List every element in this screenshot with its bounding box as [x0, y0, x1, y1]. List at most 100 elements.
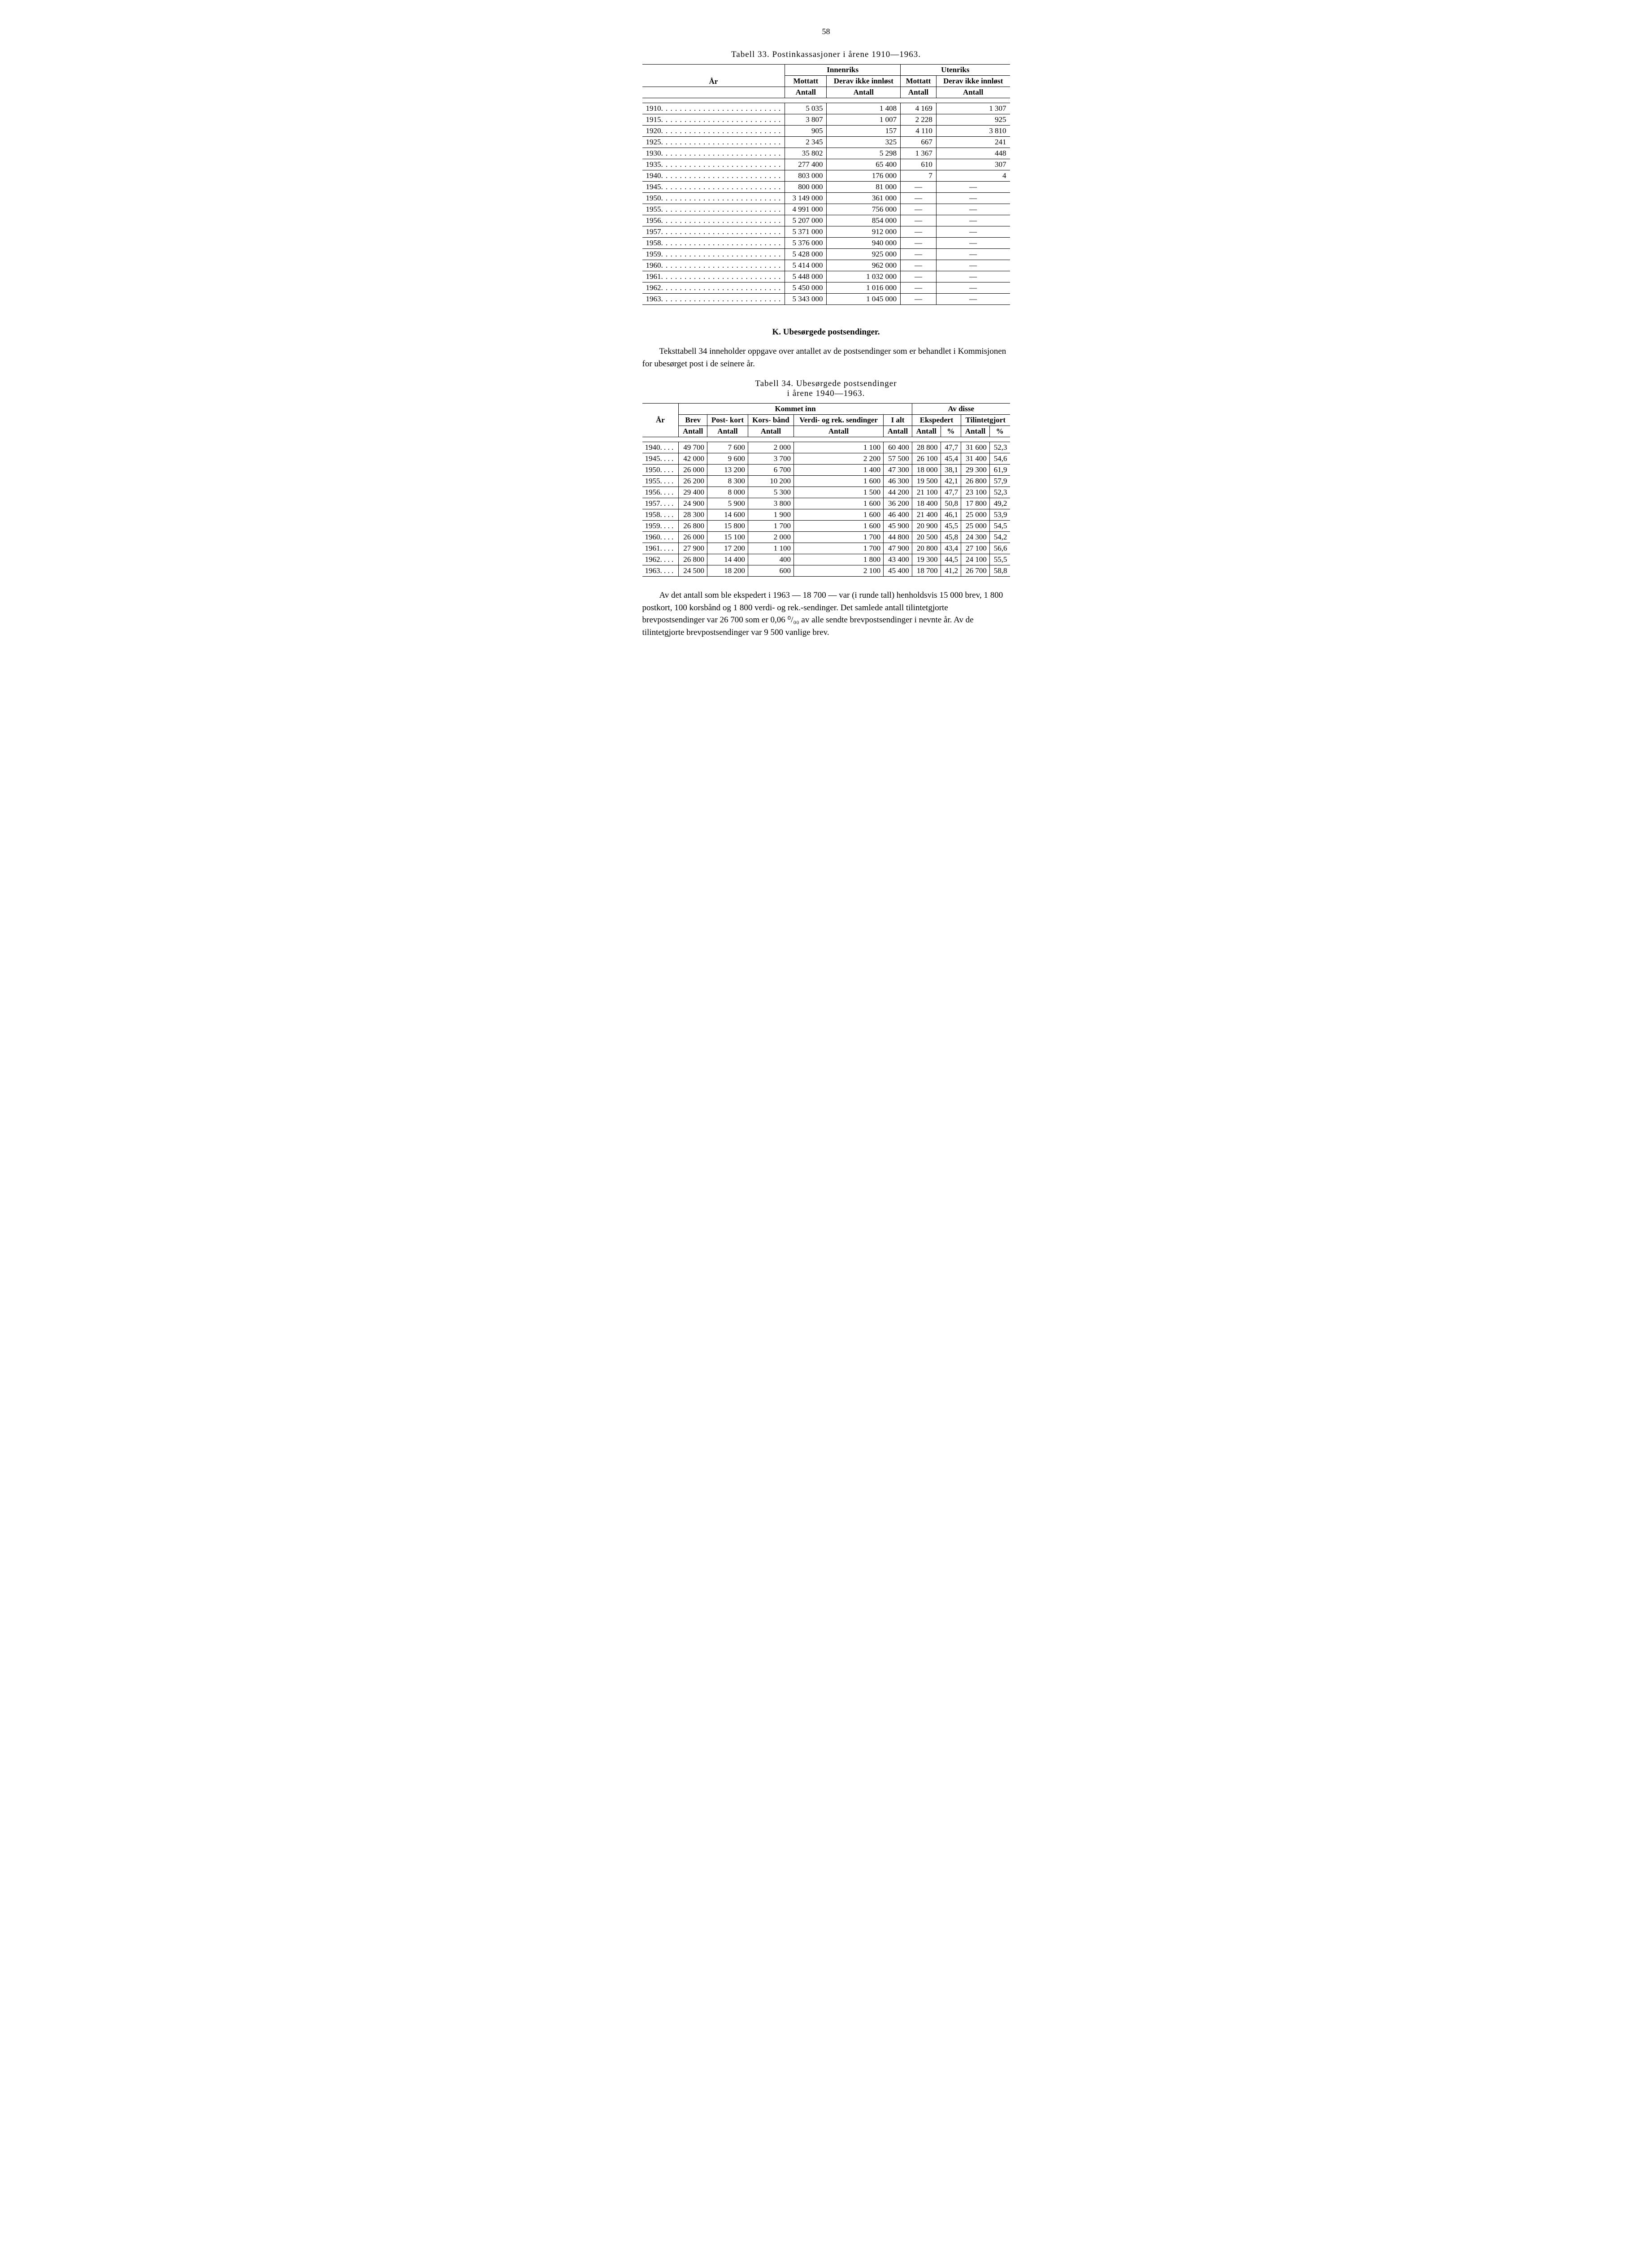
- table-cell: 4: [936, 170, 1010, 182]
- table-cell: 925: [936, 114, 1010, 126]
- table-cell: 20 800: [912, 543, 941, 554]
- t33-h-ut-mot: Mottatt: [901, 76, 937, 87]
- table-cell: 26 000: [679, 532, 707, 543]
- table-cell: 5 298: [827, 148, 901, 159]
- table-cell: 940 000: [827, 238, 901, 249]
- table-cell: 756 000: [827, 204, 901, 215]
- table-row-year: 1961. . . .: [642, 543, 679, 554]
- table-row-year: 1963. . . .: [642, 565, 679, 577]
- table-cell: 45,5: [941, 521, 961, 532]
- table-row-year: 1925. . . . . . . . . . . . . . . . . . …: [642, 137, 785, 148]
- table-cell: 20 900: [912, 521, 941, 532]
- table-cell: 18 700: [912, 565, 941, 577]
- table-cell: 81 000: [827, 182, 901, 193]
- table-cell: —: [901, 215, 937, 226]
- table-cell: 600: [748, 565, 793, 577]
- table-cell: 26 800: [961, 476, 990, 487]
- table-cell: 24 900: [679, 498, 707, 509]
- table-row-year: 1956. . . . . . . . . . . . . . . . . . …: [642, 215, 785, 226]
- t34-h-p2: %: [989, 426, 1010, 437]
- table-cell: 325: [827, 137, 901, 148]
- table-cell: 4 991 000: [785, 204, 827, 215]
- t34-h-a6: Antall: [912, 426, 941, 437]
- table-cell: 27 900: [679, 543, 707, 554]
- table-cell: —: [936, 204, 1010, 215]
- table-cell: 5 450 000: [785, 282, 827, 294]
- table-cell: 21 400: [912, 509, 941, 521]
- table-cell: 26 100: [912, 453, 941, 465]
- table-cell: 1 500: [793, 487, 883, 498]
- table-cell: 49 700: [679, 442, 707, 453]
- table-row-year: 1958. . . . . . . . . . . . . . . . . . …: [642, 238, 785, 249]
- t34-h-a5: Antall: [884, 426, 912, 437]
- t34-h-avdisse: Av disse: [912, 404, 1010, 415]
- table-row-year: 1957. . . .: [642, 498, 679, 509]
- table-cell: 42 000: [679, 453, 707, 465]
- t34-h-a1: Antall: [679, 426, 707, 437]
- table-cell: 1 016 000: [827, 282, 901, 294]
- table-cell: 36 200: [884, 498, 912, 509]
- table-cell: —: [901, 260, 937, 271]
- table-cell: —: [901, 238, 937, 249]
- table-cell: 1 007: [827, 114, 901, 126]
- table-row-year: 1950. . . .: [642, 465, 679, 476]
- table-cell: 57 500: [884, 453, 912, 465]
- table-cell: 1 367: [901, 148, 937, 159]
- table-cell: 50,8: [941, 498, 961, 509]
- table-cell: 31 400: [961, 453, 990, 465]
- table-row-year: 1945. . . . . . . . . . . . . . . . . . …: [642, 182, 785, 193]
- table-cell: —: [901, 182, 937, 193]
- table-cell: 47 900: [884, 543, 912, 554]
- table-cell: 47,7: [941, 442, 961, 453]
- table-cell: 18 200: [707, 565, 748, 577]
- t33-h-ut-der: Derav ikke innløst: [936, 76, 1010, 87]
- section-k-para: Teksttabell 34 inneholder oppgave over a…: [642, 345, 1010, 370]
- table-cell: —: [901, 193, 937, 204]
- table-cell: 6 700: [748, 465, 793, 476]
- table-cell: 13 200: [707, 465, 748, 476]
- table-cell: —: [901, 204, 937, 215]
- table-cell: 25 000: [961, 509, 990, 521]
- table-cell: 1 700: [793, 532, 883, 543]
- table-cell: 38,1: [941, 465, 961, 476]
- table-cell: —: [936, 282, 1010, 294]
- table-cell: 905: [785, 126, 827, 137]
- table-row-year: 1950. . . . . . . . . . . . . . . . . . …: [642, 193, 785, 204]
- table-cell: 45,4: [941, 453, 961, 465]
- table-cell: 26 700: [961, 565, 990, 577]
- t34-h-p1: %: [941, 426, 961, 437]
- table-cell: 35 802: [785, 148, 827, 159]
- table-cell: —: [901, 294, 937, 305]
- table-cell: 20 500: [912, 532, 941, 543]
- table-cell: —: [936, 271, 1010, 282]
- table-cell: 4 169: [901, 103, 937, 114]
- table-cell: 361 000: [827, 193, 901, 204]
- table-cell: —: [936, 294, 1010, 305]
- table-cell: 5 428 000: [785, 249, 827, 260]
- table-cell: —: [936, 182, 1010, 193]
- table-cell: 45 400: [884, 565, 912, 577]
- table-cell: 21 100: [912, 487, 941, 498]
- table-cell: 1 400: [793, 465, 883, 476]
- table-cell: 157: [827, 126, 901, 137]
- table-cell: 1 032 000: [827, 271, 901, 282]
- table-cell: 1 600: [793, 498, 883, 509]
- table-cell: 2 228: [901, 114, 937, 126]
- table34-title1: Tabell 34. Ubesørgede postsendinger: [642, 379, 1010, 389]
- table-cell: 448: [936, 148, 1010, 159]
- table-cell: 26 000: [679, 465, 707, 476]
- table-cell: —: [936, 215, 1010, 226]
- table-cell: 5 900: [707, 498, 748, 509]
- table-cell: 2 000: [748, 532, 793, 543]
- table-cell: 46 400: [884, 509, 912, 521]
- t33-h-a2: Antall: [827, 87, 901, 98]
- table-cell: 26 800: [679, 554, 707, 565]
- page: 58 Tabell 33. Postinkassasjoner i årene …: [642, 27, 1010, 639]
- table-cell: 5 035: [785, 103, 827, 114]
- t34-h-kors: Kors- bånd: [748, 415, 793, 426]
- table-cell: 400: [748, 554, 793, 565]
- table-cell: 2 000: [748, 442, 793, 453]
- table34: År Kommet inn Av disse Brev Post- kort K…: [642, 403, 1010, 577]
- table-cell: 1 408: [827, 103, 901, 114]
- table-cell: 7 600: [707, 442, 748, 453]
